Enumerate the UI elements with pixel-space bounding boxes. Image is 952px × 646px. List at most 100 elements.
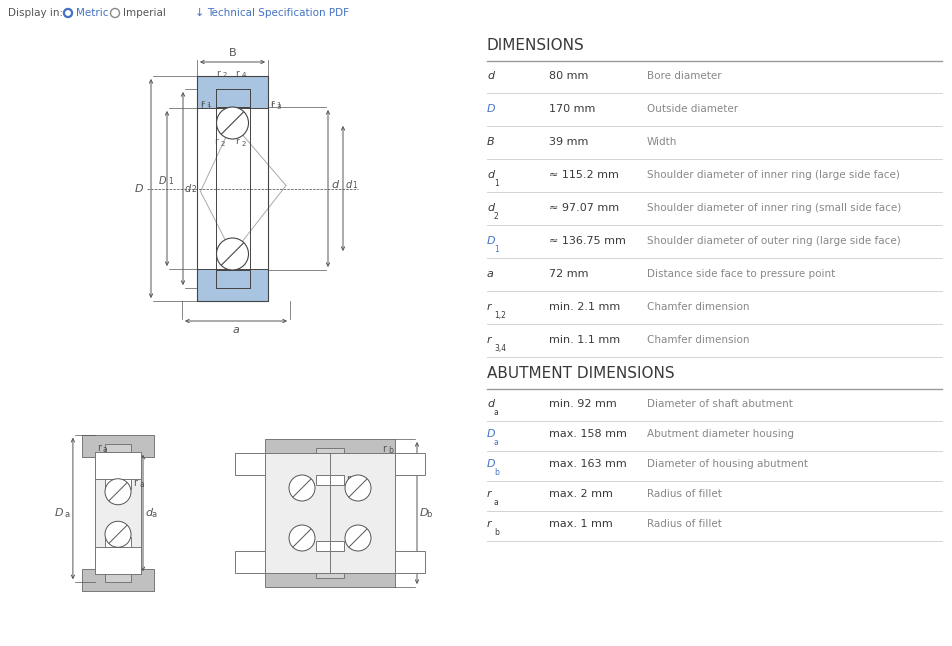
Text: Shoulder diameter of inner ring (large side face): Shoulder diameter of inner ring (large s… (647, 170, 900, 180)
Text: 80 mm: 80 mm (549, 71, 588, 81)
Bar (316, 475, 330, 485)
Text: 170 mm: 170 mm (549, 104, 595, 114)
Text: a: a (103, 445, 108, 453)
Text: 2: 2 (223, 72, 227, 78)
Text: ↓: ↓ (195, 8, 205, 18)
Text: r: r (201, 101, 205, 110)
Text: min. 1.1 mm: min. 1.1 mm (549, 335, 620, 345)
Text: 2: 2 (191, 185, 196, 194)
Text: ≈ 136.75 mm: ≈ 136.75 mm (549, 236, 625, 246)
Text: 1: 1 (168, 178, 172, 187)
Text: r: r (235, 70, 239, 79)
Text: a: a (139, 480, 144, 489)
Text: 2: 2 (242, 141, 246, 147)
Text: d: d (487, 399, 494, 409)
Text: DIMENSIONS: DIMENSIONS (487, 39, 585, 54)
Text: 3: 3 (276, 104, 281, 110)
Circle shape (345, 525, 371, 551)
Text: r: r (97, 443, 101, 453)
Text: d: d (487, 170, 494, 180)
Text: d: d (331, 180, 338, 189)
Text: Imperial: Imperial (123, 8, 166, 18)
Text: 39 mm: 39 mm (549, 137, 588, 147)
Text: ABUTMENT DIMENSIONS: ABUTMENT DIMENSIONS (487, 366, 675, 382)
Text: ≈ 97.07 mm: ≈ 97.07 mm (549, 203, 619, 213)
Bar (197, 269, 268, 301)
Text: D: D (487, 429, 496, 439)
Circle shape (64, 8, 72, 17)
Text: r: r (487, 302, 491, 312)
Bar (215, 89, 249, 107)
Bar (330, 541, 344, 551)
Text: 1: 1 (207, 102, 211, 108)
Bar (235, 551, 265, 573)
Text: 1: 1 (352, 182, 357, 191)
Bar (330, 475, 344, 485)
Circle shape (345, 475, 371, 501)
Text: Chamfer dimension: Chamfer dimension (647, 302, 749, 312)
Bar (235, 453, 265, 475)
Text: a: a (487, 269, 494, 279)
Text: 72 mm: 72 mm (549, 269, 588, 279)
Text: Diameter of housing abutment: Diameter of housing abutment (647, 459, 808, 469)
Text: Radius of fillet: Radius of fillet (647, 489, 722, 499)
Bar (105, 444, 131, 582)
Bar (95, 547, 141, 574)
Text: r: r (487, 335, 491, 345)
Text: r: r (133, 478, 137, 488)
Bar (82, 569, 154, 591)
Text: d: d (185, 183, 191, 194)
Text: Chamfer dimension: Chamfer dimension (647, 335, 749, 345)
Text: 1: 1 (276, 102, 281, 108)
Bar (95, 452, 141, 479)
Text: max. 158 mm: max. 158 mm (549, 429, 626, 439)
Text: 1,2: 1,2 (494, 311, 506, 320)
Text: 1: 1 (494, 179, 499, 188)
Text: max. 163 mm: max. 163 mm (549, 459, 626, 469)
Text: d: d (487, 71, 494, 81)
Text: D: D (487, 104, 496, 114)
Text: Distance side face to pressure point: Distance side face to pressure point (647, 269, 835, 279)
Text: r: r (235, 138, 239, 147)
Text: a: a (352, 476, 357, 485)
Text: a: a (151, 510, 156, 519)
Circle shape (66, 11, 70, 16)
Text: B: B (487, 137, 495, 147)
Text: r: r (201, 98, 205, 107)
Bar (265, 439, 395, 459)
Text: D: D (54, 508, 63, 518)
Text: D: D (487, 236, 496, 246)
Circle shape (216, 238, 248, 270)
Text: Diameter of shaft abutment: Diameter of shaft abutment (647, 399, 793, 409)
Text: Radius of fillet: Radius of fillet (647, 519, 722, 529)
Text: min. 2.1 mm: min. 2.1 mm (549, 302, 621, 312)
Text: b: b (494, 468, 499, 477)
Text: max. 1 mm: max. 1 mm (549, 519, 613, 529)
Text: Technical Specification PDF: Technical Specification PDF (207, 8, 349, 18)
Text: Metric: Metric (76, 8, 109, 18)
Bar (265, 567, 395, 587)
Text: Width: Width (647, 137, 678, 147)
Text: a: a (65, 510, 70, 519)
Text: r: r (487, 519, 491, 529)
Text: b: b (388, 446, 393, 455)
Text: d: d (346, 180, 352, 189)
Bar (95, 452, 141, 574)
Circle shape (289, 525, 315, 551)
Text: r: r (270, 101, 274, 110)
Bar (197, 76, 268, 301)
Bar (82, 435, 154, 457)
Text: D: D (134, 183, 144, 194)
Text: max. 2 mm: max. 2 mm (549, 489, 613, 499)
Text: b: b (494, 528, 499, 537)
Circle shape (105, 479, 131, 505)
Circle shape (216, 107, 248, 139)
Text: a: a (494, 438, 499, 447)
Text: b: b (426, 510, 431, 519)
Circle shape (105, 521, 131, 547)
Text: d: d (145, 508, 152, 518)
Text: r: r (346, 474, 350, 484)
Text: D: D (487, 459, 496, 469)
Text: 2: 2 (494, 212, 499, 221)
Text: B: B (228, 48, 236, 58)
